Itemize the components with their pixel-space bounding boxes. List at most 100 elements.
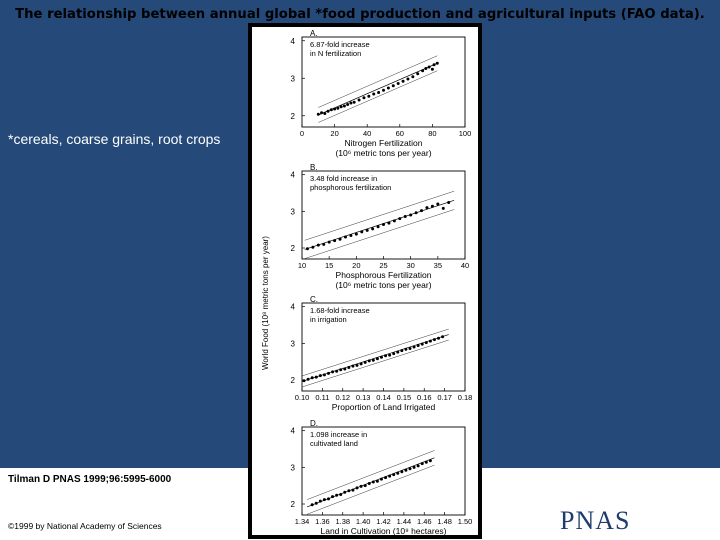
data-point <box>322 242 326 246</box>
data-point <box>339 368 343 372</box>
data-point <box>305 247 309 251</box>
data-point <box>392 219 396 223</box>
x-axis-label: Phosphorous Fertilization <box>336 270 432 280</box>
data-point <box>375 357 379 361</box>
x-tick-label: 0.14 <box>376 393 391 402</box>
data-point <box>371 358 375 362</box>
data-point <box>362 96 366 100</box>
y-tick-label: 3 <box>291 74 296 83</box>
x-axis-label: Nitrogen Fertilization <box>345 138 423 148</box>
data-point <box>371 480 375 484</box>
data-point <box>347 366 351 370</box>
data-point <box>326 371 330 375</box>
x-tick-label: 25 <box>379 261 387 270</box>
panel-annotation: 1.098 increase in <box>310 430 367 439</box>
data-point <box>403 214 407 218</box>
data-point <box>427 65 431 69</box>
data-point <box>432 63 436 67</box>
data-point <box>314 501 318 505</box>
data-point <box>384 476 388 480</box>
data-point <box>430 204 434 208</box>
band-lower-line <box>307 464 435 515</box>
data-point <box>310 376 314 380</box>
data-point <box>327 240 331 244</box>
data-point <box>357 98 361 102</box>
panel-annotation: phosphorous fertilization <box>310 183 391 192</box>
data-point <box>343 235 347 239</box>
data-point <box>333 107 337 111</box>
data-point <box>367 94 371 98</box>
x-tick-label: 1.36 <box>315 517 330 526</box>
data-point <box>412 465 416 469</box>
band-lower-line <box>318 70 438 123</box>
x-axis-label: Proportion of Land Irrigated <box>332 402 436 412</box>
data-point <box>406 77 410 81</box>
data-point <box>329 108 333 112</box>
data-point <box>320 111 324 115</box>
data-point <box>428 459 432 463</box>
x-tick-label: 10 <box>298 261 306 270</box>
panel-annotation: 1.68-fold increase <box>310 306 370 315</box>
panel-letter: D. <box>310 419 318 428</box>
y-tick-label: 2 <box>291 376 296 385</box>
data-point <box>382 223 385 227</box>
data-point <box>428 339 432 343</box>
data-point <box>412 345 416 349</box>
data-point <box>359 362 363 366</box>
data-point <box>379 355 383 359</box>
data-point <box>386 86 390 90</box>
x-tick-label: 0.13 <box>356 393 371 402</box>
data-point <box>430 67 434 71</box>
band-upper-line <box>301 328 449 377</box>
regression-line <box>318 62 438 116</box>
x-tick-label: 20 <box>330 129 338 138</box>
y-tick-label: 2 <box>291 500 296 509</box>
x-tick-label: 0.18 <box>458 393 473 402</box>
data-point <box>414 211 418 215</box>
panel-letter: A. <box>310 29 318 38</box>
x-tick-label: 1.46 <box>417 517 432 526</box>
data-point <box>377 91 381 94</box>
data-point <box>343 490 347 494</box>
data-point <box>323 112 327 115</box>
data-point <box>316 243 320 247</box>
data-point <box>351 488 355 492</box>
data-point <box>424 460 428 464</box>
data-point <box>379 477 383 481</box>
data-point <box>420 342 424 346</box>
data-point <box>391 84 395 88</box>
data-point <box>335 493 339 497</box>
panel-annotation: cultivated land <box>310 439 358 448</box>
data-point <box>404 347 408 351</box>
data-point <box>435 61 439 65</box>
data-point <box>335 369 339 373</box>
data-point <box>409 213 413 217</box>
panel-letter: C. <box>310 295 318 304</box>
data-point <box>425 206 429 210</box>
data-point <box>432 338 436 342</box>
x-tick-label: 80 <box>428 129 436 138</box>
data-point <box>437 336 441 340</box>
data-point <box>346 103 350 106</box>
x-tick-label: 60 <box>396 129 404 138</box>
data-point <box>371 227 375 231</box>
data-point <box>408 467 412 471</box>
y-tick-label: 2 <box>291 244 296 253</box>
data-point <box>367 359 371 363</box>
x-tick-label: 1.44 <box>397 517 412 526</box>
data-point <box>416 72 420 76</box>
data-point <box>382 88 385 92</box>
data-point <box>376 225 380 229</box>
data-point <box>396 471 400 475</box>
data-point <box>359 484 363 488</box>
data-point <box>326 109 330 113</box>
data-point <box>342 104 346 108</box>
data-point <box>384 354 388 358</box>
footnote-text: *cereals, coarse grains, root crops <box>8 131 221 147</box>
data-point <box>396 82 400 85</box>
data-point <box>387 221 391 225</box>
data-point <box>400 349 404 353</box>
y-tick-label: 3 <box>291 463 296 472</box>
data-point <box>322 498 326 502</box>
panel-annotation: in irrigation <box>310 315 347 324</box>
